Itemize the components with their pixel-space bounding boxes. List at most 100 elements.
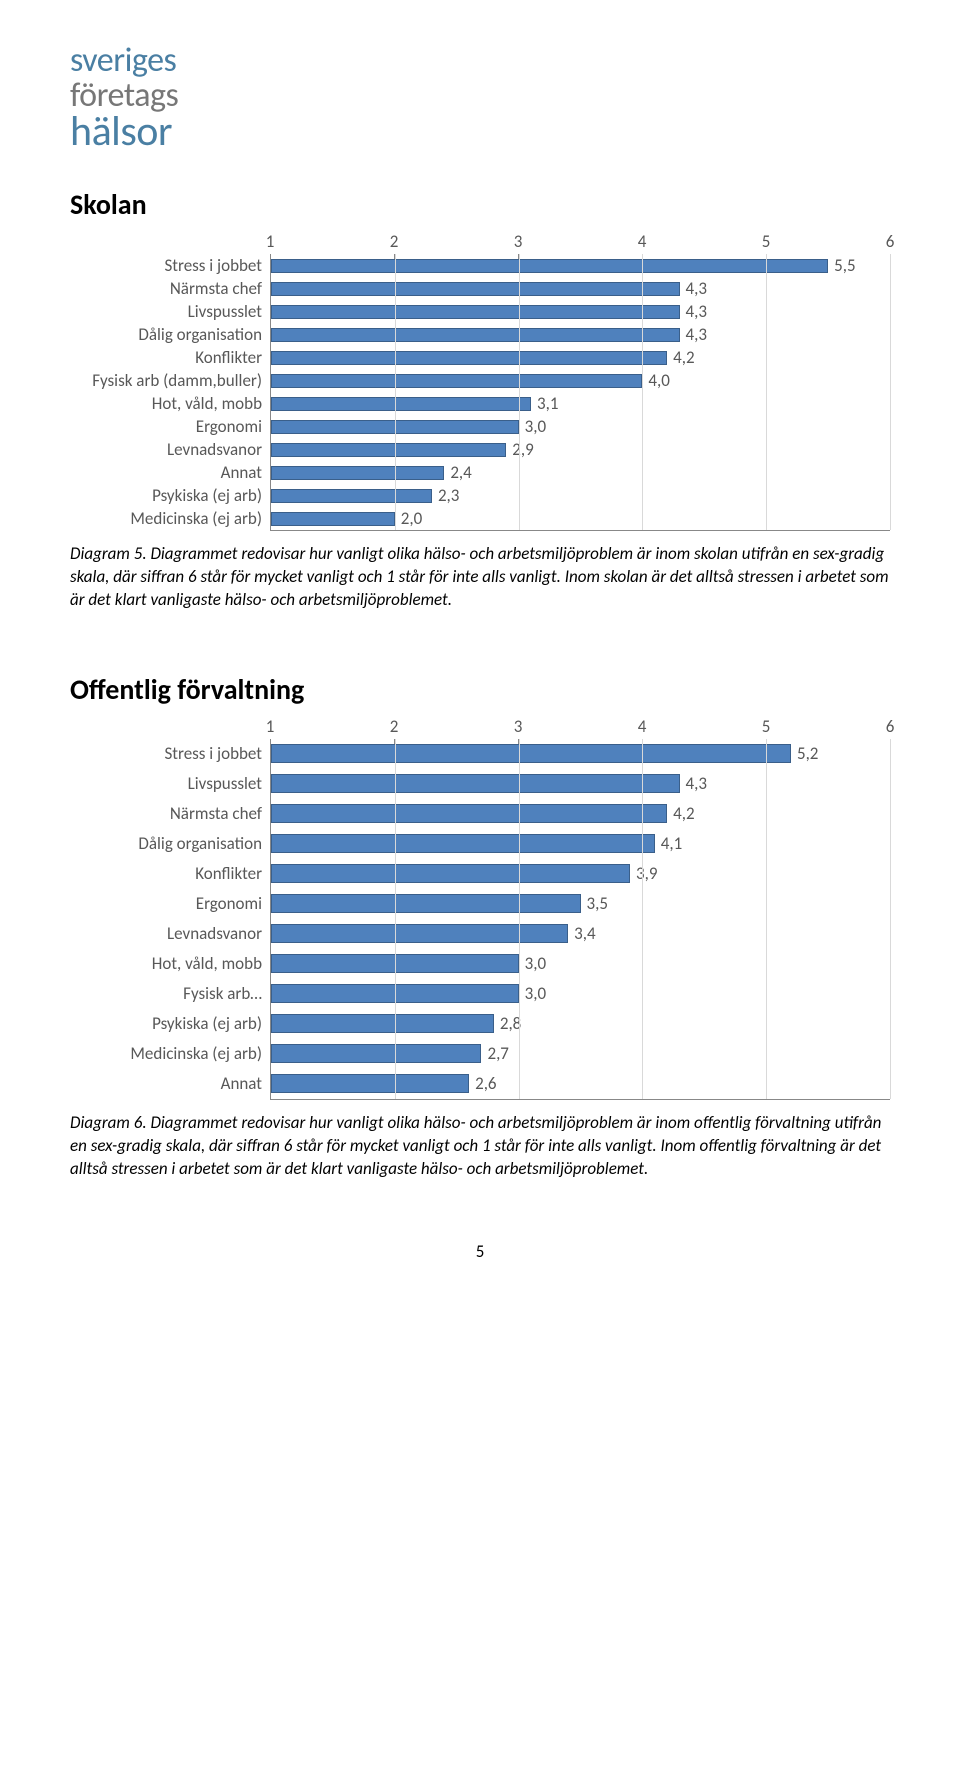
bar bbox=[271, 924, 568, 943]
category-label: Konflikter bbox=[70, 859, 262, 889]
bar-value: 2,0 bbox=[401, 508, 422, 529]
chart2-axis-ticks: 123456 bbox=[270, 713, 890, 739]
category-label: Psykiska (ej arb) bbox=[70, 1009, 262, 1039]
category-label: Medicinska (ej arb) bbox=[70, 507, 262, 530]
bar-row: 4,3 bbox=[271, 323, 890, 346]
category-label: Annat bbox=[70, 1069, 262, 1099]
bar-row: 2,7 bbox=[271, 1039, 890, 1069]
bar-row: 4,3 bbox=[271, 769, 890, 799]
bar-row: 3,1 bbox=[271, 392, 890, 415]
bar-row: 3,0 bbox=[271, 979, 890, 1009]
category-label: Livspusslet bbox=[70, 300, 262, 323]
axis-tick-label: 3 bbox=[514, 716, 523, 737]
category-label: Levnadsvanor bbox=[70, 438, 262, 461]
category-label: Närmsta chef bbox=[70, 277, 262, 300]
bar bbox=[271, 1044, 481, 1063]
chart1-caption: Diagram 5. Diagrammet redovisar hur vanl… bbox=[70, 543, 890, 612]
category-label: Fysisk arb… bbox=[70, 979, 262, 1009]
bar-value: 4,0 bbox=[648, 370, 669, 391]
chart-offentlig: Offentlig förvaltning Stress i jobbetLiv… bbox=[70, 672, 890, 1181]
bar bbox=[271, 774, 680, 793]
chart2-plot-area: 123456 5,24,34,24,13,93,53,43,03,02,82,7… bbox=[270, 713, 890, 1100]
axis-tick-label: 3 bbox=[514, 231, 523, 252]
bar-row: 4,2 bbox=[271, 799, 890, 829]
bar-value: 4,2 bbox=[673, 803, 694, 824]
bar-value: 3,5 bbox=[587, 893, 608, 914]
bar-value: 3,0 bbox=[525, 953, 546, 974]
chart1-axis-area: 5,54,34,34,34,24,03,13,02,92,42,32,0 bbox=[270, 254, 890, 531]
bar-row: 2,4 bbox=[271, 461, 890, 484]
bar-value: 4,3 bbox=[686, 301, 707, 322]
gridline bbox=[766, 254, 767, 530]
bar bbox=[271, 864, 630, 883]
bar-row: 4,3 bbox=[271, 300, 890, 323]
gridline bbox=[395, 254, 396, 530]
bar bbox=[271, 512, 395, 526]
bar-value: 4,2 bbox=[673, 347, 694, 368]
bar-value: 3,1 bbox=[537, 393, 558, 414]
category-label: Fysisk arb (damm,buller) bbox=[70, 369, 262, 392]
bar-row: 2,0 bbox=[271, 507, 890, 530]
chart2-bars: 5,24,34,24,13,93,53,43,03,02,82,72,6 bbox=[271, 739, 890, 1099]
axis-tick-label: 6 bbox=[886, 231, 895, 252]
category-label: Ergonomi bbox=[70, 889, 262, 919]
logo-line3: hälsor bbox=[70, 106, 890, 157]
chart-skolan: Skolan Stress i jobbetNärmsta chefLivspu… bbox=[70, 187, 890, 612]
bar-row: 5,2 bbox=[271, 739, 890, 769]
category-label: Livspusslet bbox=[70, 769, 262, 799]
chart2-caption: Diagram 6. Diagrammet redovisar hur vanl… bbox=[70, 1112, 890, 1181]
axis-tick-label: 1 bbox=[266, 716, 275, 737]
bar bbox=[271, 744, 791, 763]
bar-row: 3,0 bbox=[271, 949, 890, 979]
gridline bbox=[519, 739, 520, 1099]
gridline bbox=[519, 254, 520, 530]
bar-value: 3,0 bbox=[525, 416, 546, 437]
chart2-ylabels: Stress i jobbetLivspussletNärmsta chefDå… bbox=[70, 713, 270, 1100]
bar-row: 3,9 bbox=[271, 859, 890, 889]
bar bbox=[271, 351, 667, 365]
bar bbox=[271, 397, 531, 411]
category-label: Medicinska (ej arb) bbox=[70, 1039, 262, 1069]
bar-row: 2,6 bbox=[271, 1069, 890, 1099]
bar-value: 2,7 bbox=[487, 1043, 508, 1064]
bar-value: 3,4 bbox=[574, 923, 595, 944]
bar-value: 3,0 bbox=[525, 983, 546, 1004]
bar bbox=[271, 259, 828, 273]
chart1-ylabels: Stress i jobbetNärmsta chefLivspussletDå… bbox=[70, 228, 270, 531]
category-label: Psykiska (ej arb) bbox=[70, 484, 262, 507]
axis-tick-label: 1 bbox=[266, 231, 275, 252]
gridline bbox=[642, 254, 643, 530]
bar bbox=[271, 1074, 469, 1093]
axis-tick-label: 5 bbox=[762, 716, 771, 737]
axis-tick-label: 4 bbox=[638, 231, 647, 252]
bar bbox=[271, 1014, 494, 1033]
category-label: Levnadsvanor bbox=[70, 919, 262, 949]
bar-row: 4,2 bbox=[271, 346, 890, 369]
bar-row: 2,9 bbox=[271, 438, 890, 461]
bar-row: 4,0 bbox=[271, 369, 890, 392]
bar-value: 2,3 bbox=[438, 485, 459, 506]
chart1-bars: 5,54,34,34,34,24,03,13,02,92,42,32,0 bbox=[271, 254, 890, 530]
bar bbox=[271, 466, 444, 480]
bar-row: 4,1 bbox=[271, 829, 890, 859]
bar-value: 2,4 bbox=[450, 462, 471, 483]
bar bbox=[271, 328, 680, 342]
category-label: Konflikter bbox=[70, 346, 262, 369]
category-label: Närmsta chef bbox=[70, 799, 262, 829]
chart1-plot: Stress i jobbetNärmsta chefLivspussletDå… bbox=[70, 228, 890, 531]
bar-value: 4,1 bbox=[661, 833, 682, 854]
bar-value: 2,6 bbox=[475, 1073, 496, 1094]
chart2-plot: Stress i jobbetLivspussletNärmsta chefDå… bbox=[70, 713, 890, 1100]
bar-row: 4,3 bbox=[271, 277, 890, 300]
axis-tick-label: 5 bbox=[762, 231, 771, 252]
bar bbox=[271, 804, 667, 823]
bar-value: 5,5 bbox=[834, 255, 855, 276]
bar-row: 3,5 bbox=[271, 889, 890, 919]
logo: sveriges företags hälsor bbox=[70, 40, 890, 157]
bar-row: 3,4 bbox=[271, 919, 890, 949]
category-label: Dålig organisation bbox=[70, 323, 262, 346]
bar bbox=[271, 374, 642, 388]
bar-row: 2,3 bbox=[271, 484, 890, 507]
bar bbox=[271, 894, 581, 913]
page-number: 5 bbox=[70, 1241, 890, 1262]
